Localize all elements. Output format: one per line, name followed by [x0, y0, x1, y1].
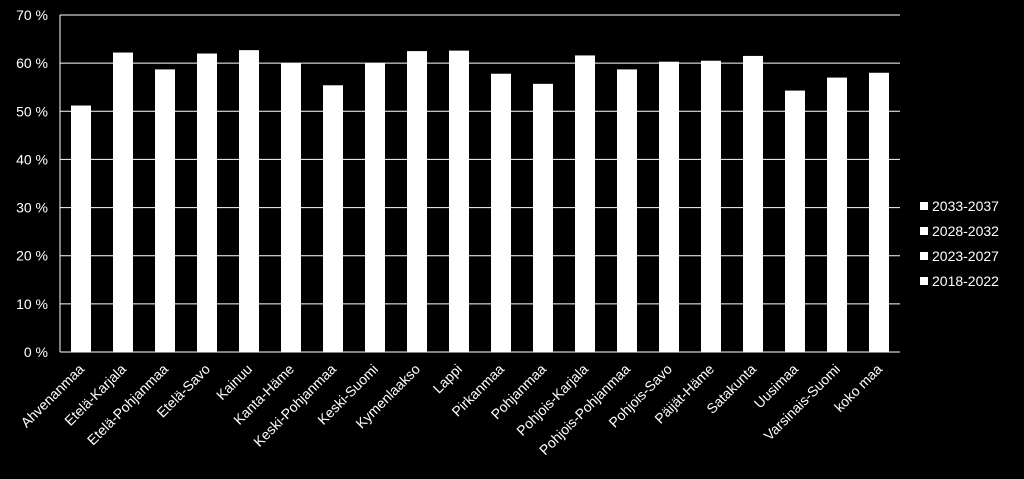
x-tick-label: Varsinais-Suomi — [760, 361, 843, 444]
bars — [71, 50, 889, 353]
y-tick-label: 30 % — [16, 200, 48, 216]
y-tick-label: 50 % — [16, 103, 48, 119]
y-tick-label: 70 % — [16, 7, 48, 23]
bar — [869, 72, 889, 353]
legend-item: 2023-2027 — [920, 243, 999, 268]
bar — [785, 90, 805, 352]
bar — [575, 55, 595, 352]
bar — [743, 55, 763, 353]
legend-item: 2018-2022 — [920, 268, 999, 293]
bar — [281, 63, 301, 353]
y-tick-label: 60 % — [16, 55, 48, 71]
y-tick-label: 40 % — [16, 151, 48, 167]
bar — [197, 53, 217, 353]
bar — [365, 63, 385, 353]
bar — [701, 60, 721, 352]
legend-label: 2028-2032 — [932, 222, 999, 239]
y-tick-label: 10 % — [16, 296, 48, 312]
legend-item: 2033-2037 — [920, 193, 999, 218]
bar — [113, 52, 133, 353]
bar — [617, 69, 637, 352]
bar — [71, 105, 91, 352]
bar — [239, 50, 259, 352]
legend: 2033-2037 2028-2032 2023-2027 2018-2022 — [920, 193, 999, 293]
bar — [155, 69, 175, 352]
bar — [407, 51, 427, 352]
legend-swatch — [920, 276, 928, 285]
x-tick-label: Lappi — [430, 361, 466, 397]
bar — [449, 50, 469, 353]
legend-label: 2018-2022 — [932, 272, 999, 289]
y-axis-ticks: 0 % 10 % 20 % 30 % 40 % 50 % 60 % 70 % — [16, 7, 48, 360]
legend-swatch — [920, 201, 928, 210]
legend-label: 2033-2037 — [932, 197, 999, 214]
y-tick-label: 0 % — [24, 344, 48, 360]
bar — [323, 85, 343, 352]
bar — [827, 77, 847, 352]
legend-label: 2023-2027 — [932, 247, 999, 264]
x-axis-ticks: AhvenanmaaEtelä-KarjalaEtelä-PohjanmaaEt… — [17, 361, 885, 458]
legend-swatch — [920, 226, 928, 235]
legend-item: 2028-2032 — [920, 218, 999, 243]
bar — [659, 61, 679, 352]
bar — [533, 83, 553, 352]
gridlines — [59, 14, 900, 353]
y-tick-label: 20 % — [16, 248, 48, 264]
legend-swatch — [920, 251, 928, 260]
bar — [491, 73, 511, 352]
